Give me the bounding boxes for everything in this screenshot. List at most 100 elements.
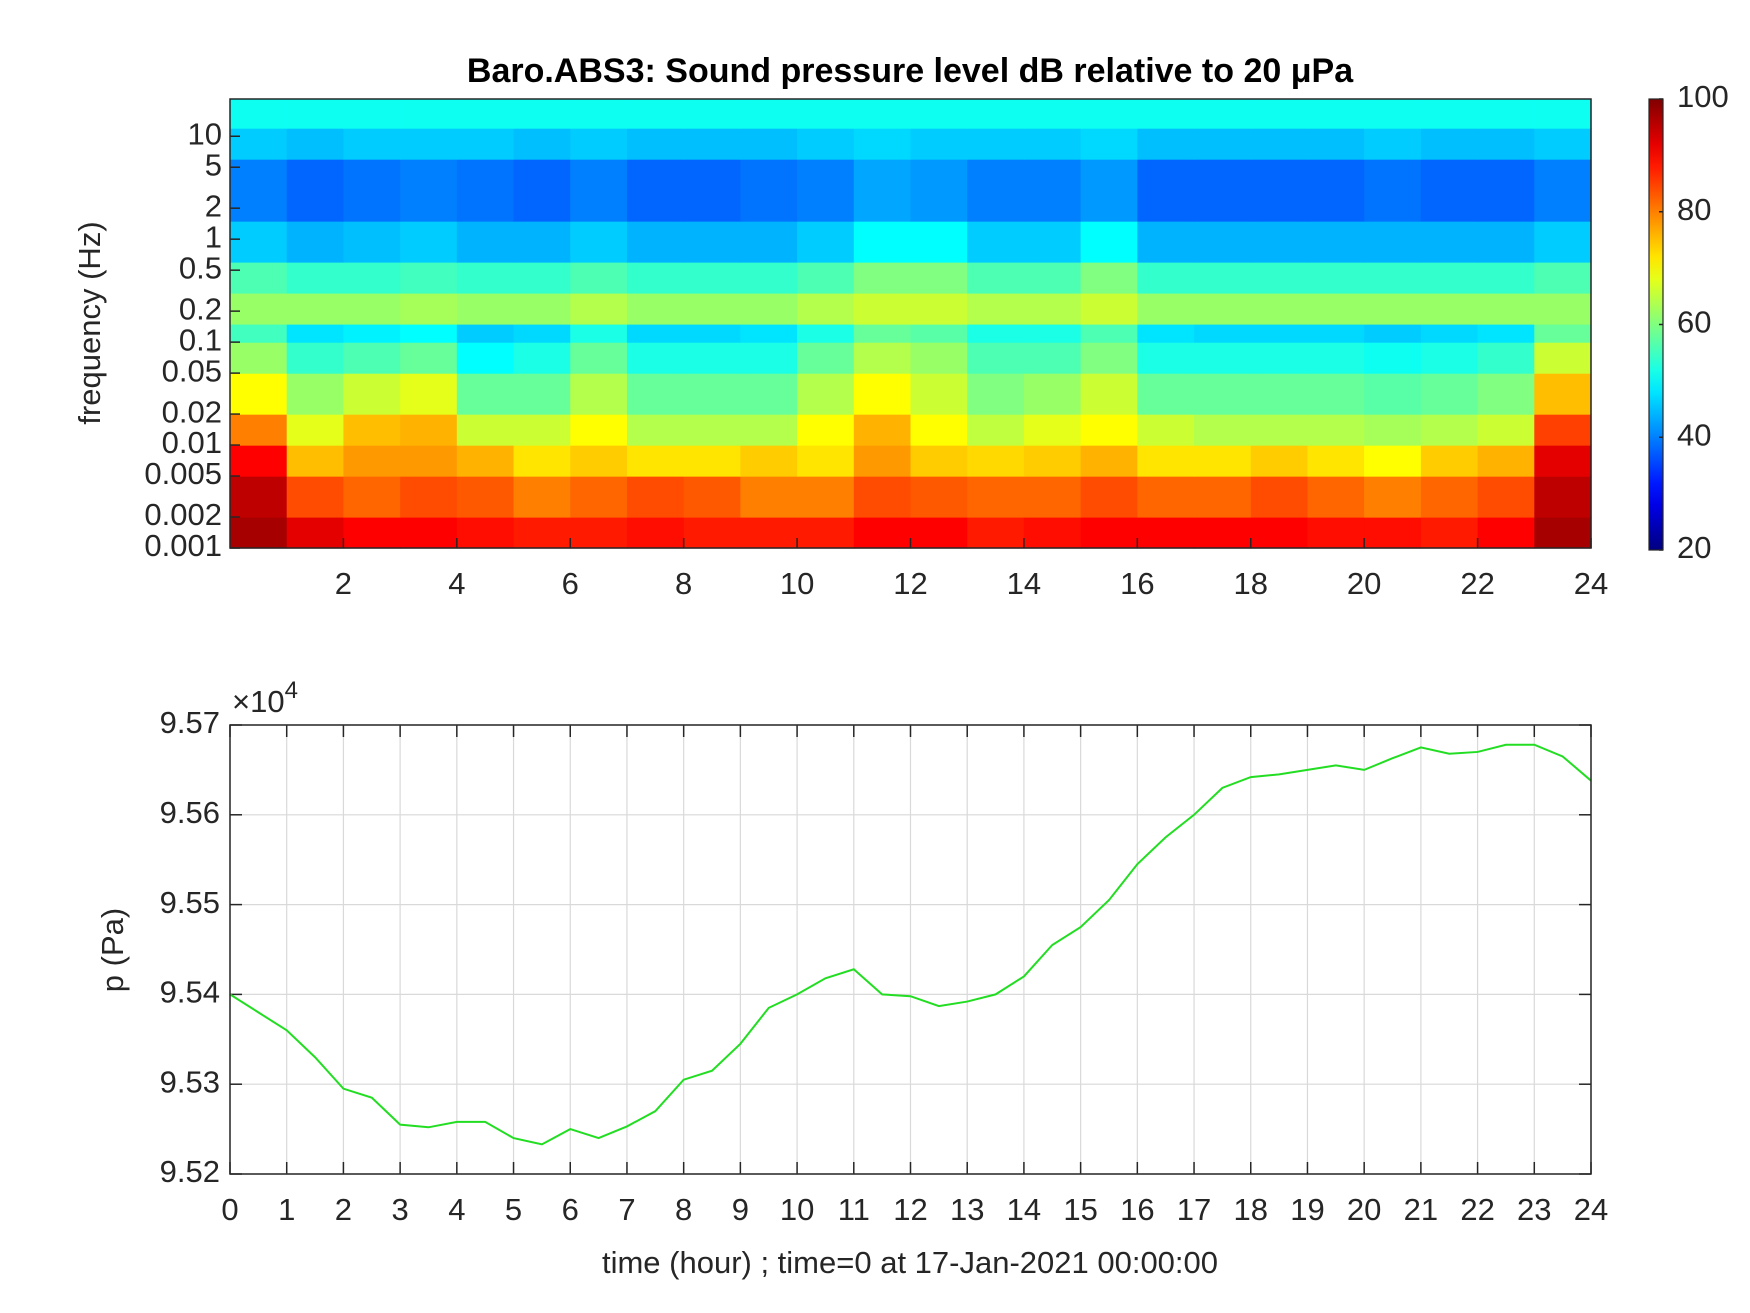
- y-tick-label: 0.002: [144, 497, 222, 532]
- heat-cell: [1364, 293, 1422, 325]
- heat-cell: [1477, 293, 1535, 325]
- heat-cell: [1534, 476, 1592, 518]
- heat-cell: [1080, 221, 1138, 263]
- x-tick-label: 2: [335, 566, 352, 601]
- x-tick-label: 18: [1234, 1192, 1268, 1227]
- heat-cell: [1250, 373, 1309, 415]
- heat-cell: [456, 99, 515, 129]
- heat-cell: [1023, 99, 1082, 129]
- heat-cell: [1364, 342, 1422, 374]
- heat-cell: [626, 128, 685, 160]
- heat-cell: [626, 414, 685, 446]
- y-multiplier-base: ×10: [232, 684, 285, 719]
- heat-cell: [1307, 99, 1365, 129]
- heat-cell: [230, 159, 288, 222]
- x-tick-label: 19: [1290, 1192, 1324, 1227]
- heat-cell: [1137, 373, 1195, 415]
- x-tick-label: 17: [1177, 1192, 1211, 1227]
- y-multiplier-exp: 4: [285, 677, 298, 704]
- heat-cell: [967, 517, 1025, 549]
- heat-cell: [513, 128, 571, 160]
- heat-cell: [1023, 373, 1082, 415]
- heat-cell: [513, 262, 571, 294]
- heat-cell: [910, 262, 968, 294]
- heat-cell: [1194, 293, 1252, 325]
- heat-cell: [1307, 128, 1365, 160]
- heat-cell: [1023, 293, 1082, 325]
- heat-cell: [1364, 159, 1422, 222]
- heat-cell: [853, 476, 912, 518]
- heat-cell: [400, 159, 458, 222]
- y-tick-label: 9.52: [160, 1154, 220, 1189]
- heat-cell: [626, 221, 685, 263]
- y-tick-label: 1: [205, 219, 222, 254]
- heat-cell: [853, 445, 912, 477]
- heat-cell: [230, 414, 288, 446]
- heat-cell: [967, 128, 1025, 160]
- heat-cell: [1477, 128, 1535, 160]
- heat-cell: [343, 517, 401, 549]
- heat-cell: [1194, 99, 1252, 129]
- heat-cell: [1477, 373, 1535, 415]
- heat-cell: [1477, 159, 1535, 222]
- heat-cell: [683, 476, 741, 518]
- heat-cell: [286, 373, 345, 415]
- heat-cell: [400, 221, 458, 263]
- y-multiplier: ×104: [232, 677, 298, 719]
- heat-cell: [230, 262, 288, 294]
- heat-cell: [343, 373, 401, 415]
- heat-cell: [1023, 476, 1082, 518]
- heat-cell: [1364, 476, 1422, 518]
- x-tick-label: 10: [780, 1192, 814, 1227]
- y-axis-label: p (Pa): [95, 908, 130, 992]
- heat-cell: [570, 445, 628, 477]
- y-tick-label: 2: [205, 188, 222, 223]
- heat-cell: [570, 476, 628, 518]
- heat-cell: [286, 221, 345, 263]
- x-tick-label: 20: [1347, 1192, 1381, 1227]
- heat-cell: [1023, 159, 1082, 222]
- x-tick-label: 8: [675, 1192, 692, 1227]
- heat-cell: [797, 262, 855, 294]
- heat-cell: [1137, 476, 1195, 518]
- heat-cell: [797, 373, 855, 415]
- heat-cell: [1477, 414, 1535, 446]
- heat-cell: [570, 293, 628, 325]
- y-tick-label: 0.05: [162, 353, 222, 388]
- heat-cell: [626, 445, 685, 477]
- heat-cell: [1364, 99, 1422, 129]
- heat-cell: [456, 342, 515, 374]
- heat-cell: [967, 373, 1025, 415]
- y-tick-label: 0.001: [144, 528, 222, 563]
- x-axis-label: time (hour) ; time=0 at 17-Jan-2021 00:0…: [602, 1245, 1218, 1280]
- heat-cell: [230, 445, 288, 477]
- heat-cell: [286, 262, 345, 294]
- heat-cell: [1080, 342, 1138, 374]
- heat-cell: [570, 99, 628, 129]
- x-tick-label: 2: [335, 1192, 352, 1227]
- heat-cell: [797, 99, 855, 129]
- heat-cell: [1194, 262, 1252, 294]
- heat-cell: [1023, 221, 1082, 263]
- heat-cell: [1080, 128, 1138, 160]
- heat-cell: [1307, 445, 1365, 477]
- heat-cell: [1534, 445, 1592, 477]
- heat-cell: [513, 293, 571, 325]
- heat-cell: [1080, 476, 1138, 518]
- heat-cell: [967, 99, 1025, 129]
- heat-cell: [1364, 373, 1422, 415]
- heat-cell: [967, 159, 1025, 222]
- heat-cell: [230, 99, 288, 129]
- heat-cell: [1080, 517, 1138, 549]
- x-tick-label: 22: [1460, 1192, 1494, 1227]
- heat-cell: [740, 517, 798, 549]
- heat-cell: [626, 323, 685, 343]
- heat-cell: [513, 445, 571, 477]
- heat-cell: [1307, 373, 1365, 415]
- heat-cell: [400, 128, 458, 160]
- x-tick-label: 6: [562, 1192, 579, 1227]
- heat-cell: [1420, 159, 1479, 222]
- heat-cell: [683, 517, 741, 549]
- y-tick-label: 9.55: [160, 885, 220, 920]
- heat-cell: [626, 517, 685, 549]
